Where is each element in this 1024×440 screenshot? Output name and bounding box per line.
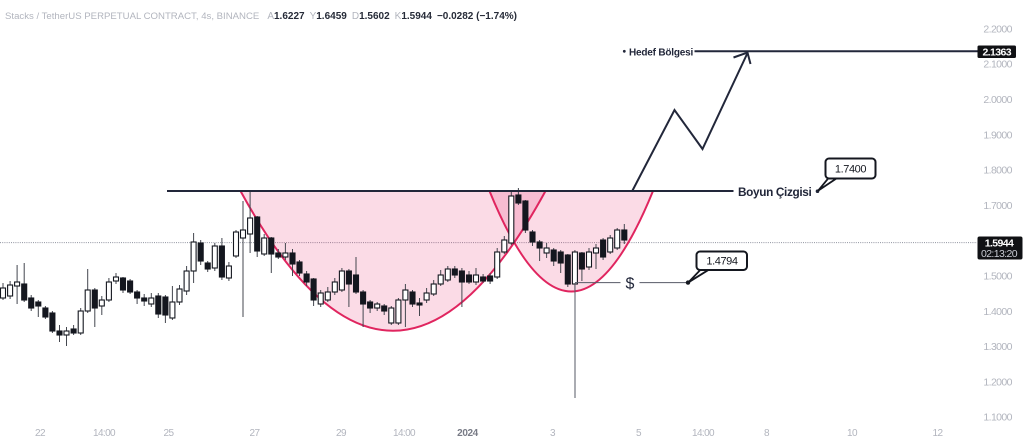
svg-text:1.4000: 1.4000 (983, 306, 1012, 318)
svg-text:2024: 2024 (457, 428, 478, 439)
svg-text:8: 8 (764, 428, 770, 439)
svg-text:2.2000: 2.2000 (983, 23, 1012, 35)
svg-text:3: 3 (550, 428, 556, 439)
svg-text:2.1363: 2.1363 (982, 46, 1011, 58)
svg-text:14:00: 14:00 (393, 428, 416, 439)
svg-text:14:00: 14:00 (692, 428, 715, 439)
svg-text:1.9000: 1.9000 (983, 129, 1012, 141)
svg-text:1.5944: 1.5944 (985, 238, 1014, 250)
svg-text:02:13:20: 02:13:20 (981, 248, 1018, 260)
svg-text:1.1000: 1.1000 (983, 412, 1012, 424)
svg-text:5: 5 (636, 428, 642, 439)
svg-text:$: $ (626, 276, 635, 293)
svg-text:2.0000: 2.0000 (983, 94, 1012, 106)
svg-text:22: 22 (35, 428, 46, 439)
svg-text:27: 27 (250, 428, 261, 439)
svg-text:1.4794: 1.4794 (706, 255, 738, 267)
svg-text:12: 12 (933, 428, 944, 439)
svg-text:1.8000: 1.8000 (983, 165, 1012, 177)
svg-text:Hedef Bölgesi: Hedef Bölgesi (629, 47, 694, 58)
svg-text:1.2000: 1.2000 (983, 376, 1012, 388)
svg-text:1.5000: 1.5000 (983, 271, 1012, 283)
svg-text:25: 25 (164, 428, 175, 439)
svg-text:1.7400: 1.7400 (835, 163, 867, 175)
svg-text:14:00: 14:00 (93, 428, 116, 439)
svg-text:2.1000: 2.1000 (983, 59, 1012, 71)
svg-text:Boyun Çizgisi: Boyun Çizgisi (738, 185, 812, 199)
svg-text:1.3000: 1.3000 (983, 341, 1012, 353)
svg-text:10: 10 (847, 428, 858, 439)
svg-text:1.7000: 1.7000 (983, 200, 1012, 212)
svg-text:29: 29 (336, 428, 347, 439)
